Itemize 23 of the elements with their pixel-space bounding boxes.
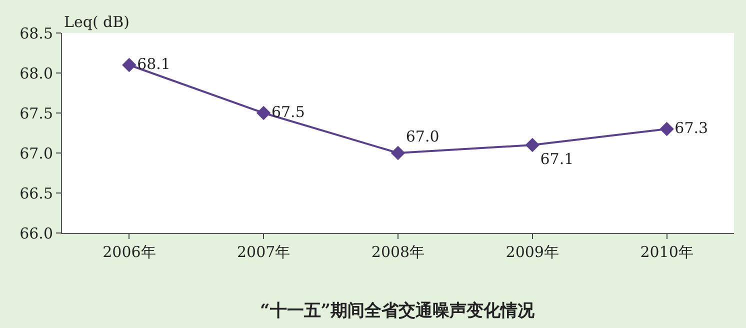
data-label: 68.1 [137,54,170,73]
point [122,58,136,72]
x-tick-label: 2010年 [640,243,694,261]
data-label: 67.3 [674,118,708,137]
x-tick-label: 2007年 [237,243,290,261]
y-tick-label: 68.0 [20,64,53,82]
y-tick-label: 68.5 [20,24,53,42]
x-tick-label: 2006年 [102,243,156,261]
data-label: 67.1 [540,150,574,168]
y-tick-label: 67.0 [20,144,53,162]
data-label: 67.0 [406,127,440,146]
point [525,138,540,152]
x-tick-label: 2009年 [506,243,559,261]
point [660,122,674,136]
point [256,106,271,120]
point [390,146,406,160]
x-tick-label: 2008年 [371,243,425,261]
y-axis-title: Leq( dB) [64,13,130,31]
text: “十一五”期间全省交通噪声变化情况 [260,301,536,321]
data-label: 67.5 [271,102,305,121]
y-tick-label: 66.0 [20,224,53,242]
y-tick-label: 67.5 [20,104,53,122]
y-tick-label: 66.5 [20,184,53,202]
